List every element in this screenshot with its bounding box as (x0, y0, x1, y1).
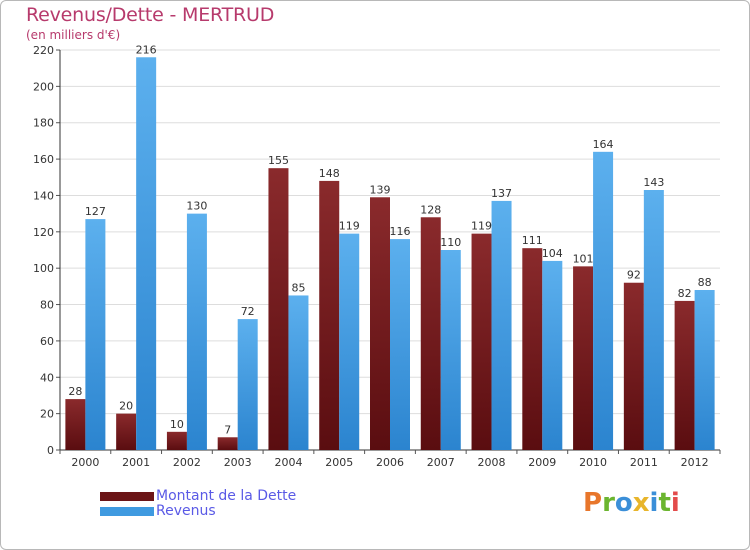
logo-letter: x (632, 488, 650, 518)
data-labels: 28 127 20 216 10 130 7 72 155 85 148 119 139 116 128 11… (68, 43, 711, 436)
data-label-revenue: 137 (491, 187, 512, 200)
x-tick-label: 2011 (630, 456, 658, 469)
bar-debt (573, 266, 594, 450)
data-label-revenue: 130 (186, 200, 207, 213)
legend-label-debt: Montant de la Dette (156, 488, 297, 504)
data-label-revenue: 104 (542, 247, 563, 260)
bar-revenue (237, 319, 258, 450)
bar-revenue (491, 200, 512, 450)
chart-subtitle: (en milliers d'€) (26, 28, 121, 42)
x-tick-label: 2008 (478, 456, 506, 469)
data-label-debt: 139 (370, 183, 391, 196)
x-tick-label: 2009 (528, 456, 556, 469)
logo-letter: r (602, 488, 615, 518)
proxiti-logo: Proxiti (583, 488, 680, 518)
data-label-revenue: 110 (440, 236, 461, 249)
data-label-debt: 10 (170, 418, 184, 431)
data-label-debt: 101 (573, 252, 594, 265)
bar-debt (522, 248, 543, 450)
data-label-revenue: 116 (390, 225, 411, 238)
x-tick-label: 2007 (427, 456, 455, 469)
y-tick-label: 60 (40, 335, 54, 348)
legend-swatch-debt (100, 492, 154, 501)
y-tick-label: 160 (33, 153, 54, 166)
data-label-revenue: 72 (241, 305, 255, 318)
data-label-revenue: 119 (339, 220, 360, 233)
data-label-debt: 111 (522, 234, 543, 247)
bar-debt (319, 180, 340, 450)
bar-revenue (339, 233, 360, 450)
y-tick-label: 100 (33, 262, 54, 275)
x-tick-label: 2001 (122, 456, 150, 469)
data-label-debt: 82 (678, 287, 692, 300)
bar-revenue (694, 290, 715, 450)
data-label-debt: 7 (224, 423, 231, 436)
y-tick-label: 20 (40, 408, 54, 421)
data-label-revenue: 85 (291, 281, 305, 294)
logo-letter: i (670, 488, 680, 518)
data-label-debt: 92 (627, 269, 641, 282)
bar-debt (116, 413, 137, 450)
bar-revenue (288, 295, 309, 450)
y-tick-label: 80 (40, 299, 54, 312)
y-tick-label: 140 (33, 189, 54, 202)
bar-revenue (542, 260, 563, 450)
x-tick-label: 2002 (173, 456, 201, 469)
x-tick-label: 2012 (681, 456, 709, 469)
data-label-revenue: 216 (136, 43, 157, 56)
bar-debt (65, 399, 86, 450)
x-tick-label: 2005 (325, 456, 353, 469)
data-label-debt: 119 (471, 220, 492, 233)
bar-revenue (593, 151, 614, 450)
x-tick-label: 2004 (274, 456, 302, 469)
x-tick-label: 2000 (71, 456, 99, 469)
x-tick-label: 2003 (224, 456, 252, 469)
bar-revenue (440, 250, 461, 450)
bar-revenue (186, 213, 207, 450)
bars (65, 57, 715, 450)
bar-debt (370, 197, 390, 450)
data-label-debt: 155 (268, 154, 289, 167)
bar-debt (217, 437, 238, 450)
logo-letter: P (583, 488, 603, 518)
bar-debt (420, 217, 441, 450)
legend-swatch-revenue (100, 507, 154, 516)
data-label-debt: 28 (68, 385, 82, 398)
bar-debt (166, 431, 187, 450)
chart-title: Revenus/Dette - MERTRUD (26, 4, 275, 26)
y-tick-label: 0 (47, 444, 54, 457)
x-tick-label: 2010 (579, 456, 607, 469)
data-label-debt: 20 (119, 400, 133, 413)
bar-revenue (643, 190, 664, 450)
y-tick-label: 220 (33, 44, 54, 57)
data-label-debt: 128 (420, 203, 441, 216)
logo-letter: o (614, 488, 633, 518)
logo-letter: i (649, 488, 659, 518)
legend-label-revenue: Revenus (156, 503, 216, 519)
logo-letter: t (658, 488, 671, 518)
bar-debt (471, 233, 492, 450)
y-tick-label: 40 (40, 371, 54, 384)
y-tick-label: 200 (33, 80, 54, 93)
y-tick-label: 120 (33, 226, 54, 239)
x-tick-label: 2006 (376, 456, 404, 469)
bar-revenue (390, 239, 410, 450)
bar-debt (623, 282, 644, 450)
bar-revenue (136, 57, 157, 450)
y-tick-label: 180 (33, 117, 54, 130)
bar-debt (674, 300, 695, 450)
data-label-revenue: 88 (698, 276, 712, 289)
data-label-debt: 148 (319, 167, 340, 180)
data-label-revenue: 164 (593, 138, 614, 151)
data-label-revenue: 143 (643, 176, 664, 189)
bar-debt (268, 168, 289, 450)
bar-revenue (85, 219, 106, 450)
data-label-revenue: 127 (85, 205, 106, 218)
